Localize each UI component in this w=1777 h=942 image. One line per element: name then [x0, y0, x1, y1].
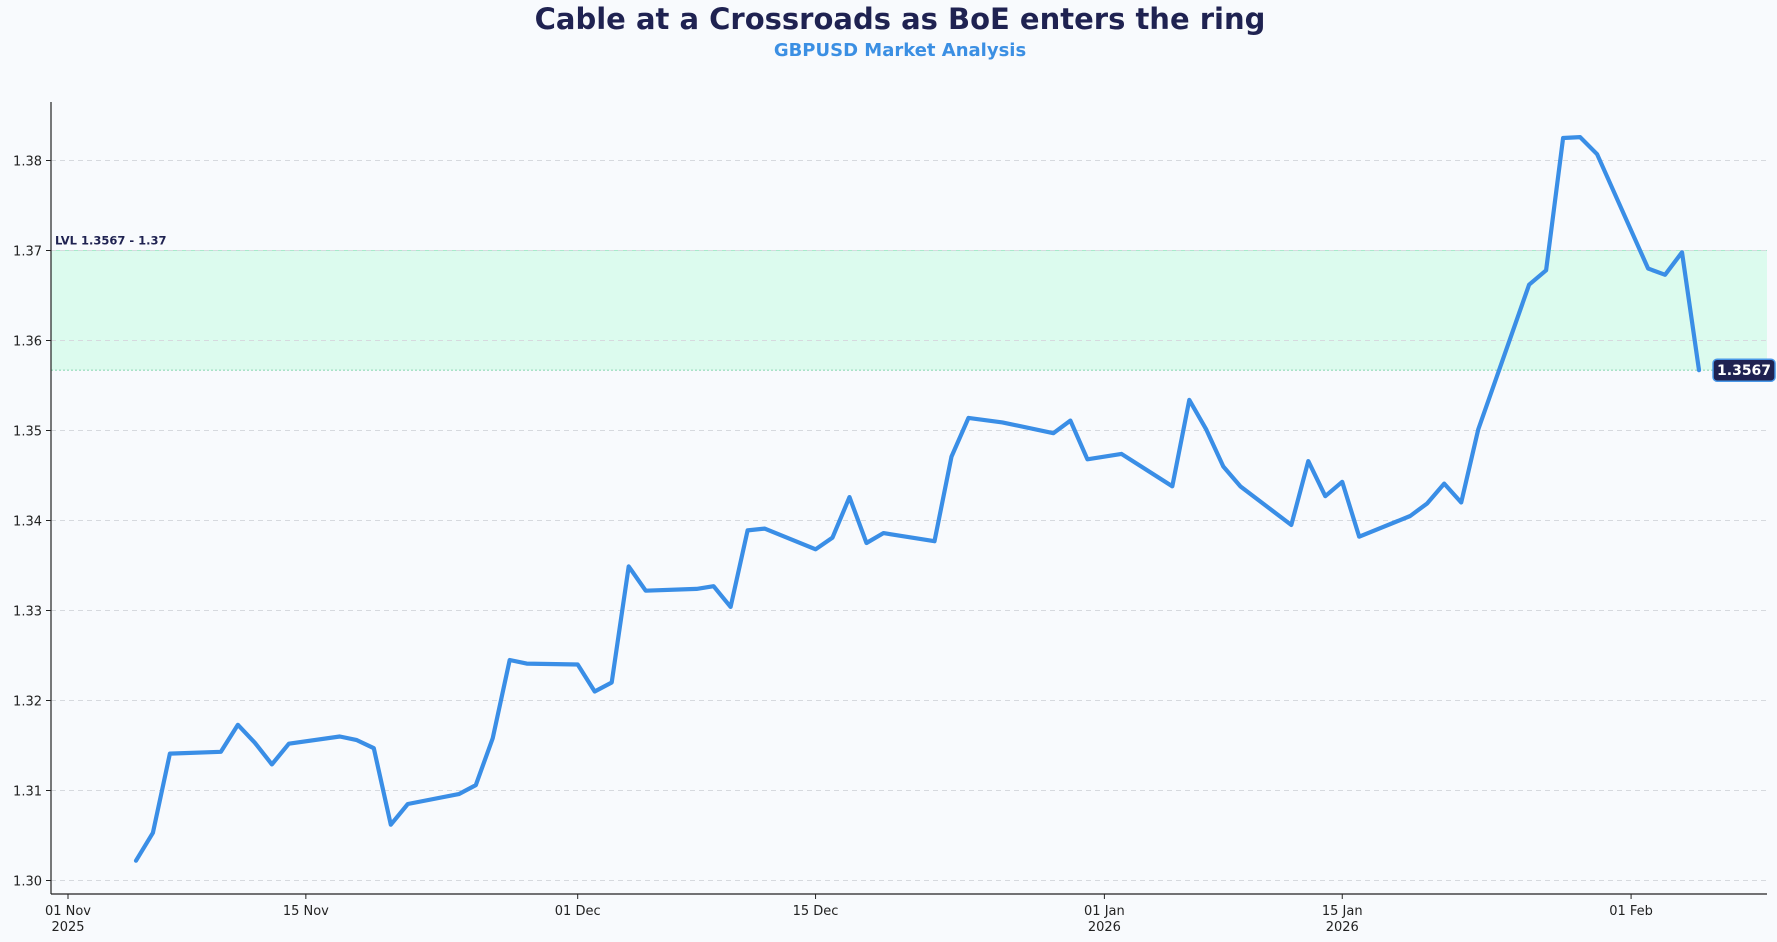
- level-band-label: LVL 1.3567 - 1.37: [55, 234, 167, 248]
- data-point: [881, 531, 885, 535]
- data-point: [627, 564, 631, 568]
- data-point: [864, 541, 868, 545]
- x-tick-sublabel: 2026: [1088, 920, 1121, 935]
- chart-subtitle: GBPUSD Market Analysis: [773, 40, 1027, 61]
- data-point: [134, 859, 138, 863]
- band-layer: [51, 250, 1767, 371]
- data-point: [1306, 459, 1310, 463]
- y-tick-label: 1.30: [13, 875, 42, 890]
- data-point: [355, 738, 359, 742]
- data-point: [610, 680, 614, 684]
- data-point: [593, 689, 597, 693]
- annotation-layer: LVL 1.3567 - 1.37 1.3567: [55, 234, 1776, 382]
- data-point: [966, 416, 970, 420]
- data-point: [474, 783, 478, 787]
- x-tick-label: 01 Jan: [1084, 904, 1125, 919]
- data-point: [1221, 464, 1225, 468]
- x-tick-label: 01 Dec: [555, 904, 601, 919]
- data-point: [236, 723, 240, 727]
- y-tick-label: 1.34: [13, 515, 42, 530]
- data-point: [168, 752, 172, 756]
- data-point: [219, 750, 223, 754]
- data-point: [1459, 500, 1463, 504]
- grid-layer: [51, 160, 1767, 881]
- data-point: [389, 823, 393, 827]
- y-tick-label: 1.32: [13, 695, 42, 710]
- data-point: [1544, 268, 1548, 272]
- data-point: [1680, 250, 1684, 254]
- chart-title: Cable at a Crossroads as BoE enters the …: [534, 2, 1266, 36]
- data-point: [372, 746, 376, 750]
- last-value-label: 1.3567: [1717, 363, 1771, 379]
- data-point: [1204, 428, 1208, 432]
- data-point: [1000, 420, 1004, 424]
- data-point: [847, 495, 851, 499]
- last-value-badge: [1712, 358, 1776, 382]
- data-point: [644, 589, 648, 593]
- series-layer: [133, 135, 1702, 863]
- data-point: [1527, 283, 1531, 287]
- data-point: [1408, 514, 1412, 518]
- data-point: [1595, 152, 1599, 156]
- x-tick-sublabel: 2025: [51, 920, 84, 935]
- data-point: [1068, 419, 1072, 423]
- data-point: [949, 455, 953, 459]
- data-point: [151, 831, 155, 835]
- data-point: [1442, 482, 1446, 486]
- data-point: [1697, 368, 1701, 372]
- data-point: [457, 792, 461, 796]
- data-point: [1051, 431, 1055, 435]
- data-point: [745, 528, 749, 532]
- data-point: [491, 736, 495, 740]
- data-point: [1357, 535, 1361, 539]
- x-tick-sublabel: 2026: [1326, 920, 1359, 935]
- data-point: [1561, 136, 1565, 140]
- data-point: [576, 662, 580, 666]
- data-point: [1289, 523, 1293, 527]
- data-point: [762, 527, 766, 531]
- data-point: [270, 762, 274, 766]
- data-point: [1323, 494, 1327, 498]
- data-point: [1663, 273, 1667, 277]
- x-tick-label: 01 Feb: [1609, 904, 1653, 919]
- data-point: [1340, 480, 1344, 484]
- data-point: [287, 742, 291, 746]
- data-point: [932, 539, 936, 543]
- data-point: [1119, 452, 1123, 456]
- data-point: [695, 587, 699, 591]
- axes-layer: 1.30 1.31 1.32 1.33 1.34 1.35 1.36 1.37 1.38 01 N…: [13, 102, 1767, 935]
- data-point: [1187, 398, 1191, 402]
- data-point: [525, 662, 529, 666]
- data-point: [830, 536, 834, 540]
- price-line: [133, 135, 1702, 863]
- data-point: [1425, 501, 1429, 505]
- y-tick-label: 1.33: [13, 605, 42, 620]
- data-point: [1578, 135, 1582, 139]
- data-point: [406, 802, 410, 806]
- data-point: [712, 584, 716, 588]
- x-tick-label: 15 Jan: [1322, 904, 1363, 919]
- data-point: [1238, 484, 1242, 488]
- data-point: [1085, 457, 1089, 461]
- data-point: [729, 605, 733, 609]
- level-band: [51, 250, 1767, 371]
- y-tick-label: 1.38: [13, 155, 42, 170]
- y-tick-label: 1.31: [13, 785, 42, 800]
- data-point: [253, 741, 257, 745]
- data-point: [338, 734, 342, 738]
- y-tick-label: 1.36: [13, 335, 42, 350]
- y-tick-label: 1.35: [13, 425, 42, 440]
- x-tick-label: 15 Dec: [793, 904, 839, 919]
- data-point: [1170, 484, 1174, 488]
- data-point: [1646, 266, 1650, 270]
- y-tick-label: 1.37: [13, 245, 42, 260]
- data-point: [813, 547, 817, 551]
- data-point: [1476, 428, 1480, 432]
- x-tick-label: 01 Nov: [45, 904, 91, 919]
- data-point: [508, 658, 512, 662]
- x-tick-label: 15 Nov: [283, 904, 329, 919]
